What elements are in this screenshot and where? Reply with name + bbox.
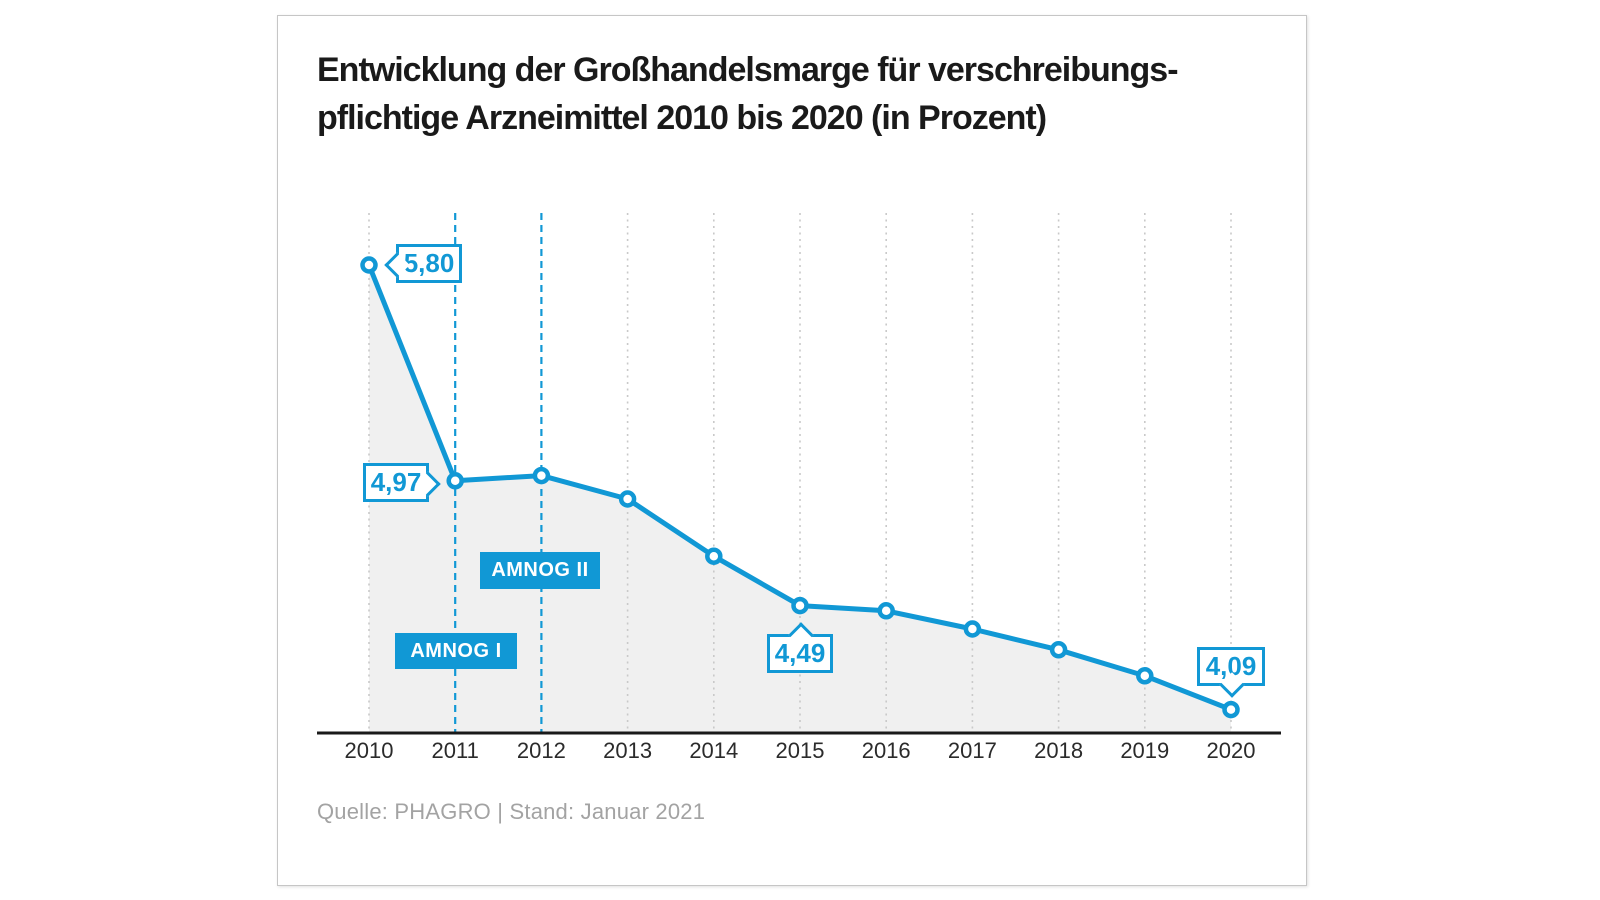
data-point-2017: [963, 620, 982, 638]
data-point-2018: [1049, 641, 1068, 659]
data-point-2012: [532, 466, 551, 485]
value-callout-2020-label: 4,09: [1205, 651, 1257, 681]
chart-card: Entwicklung der Großhandelsmarge für ver…: [277, 15, 1307, 886]
data-point-2019: [1136, 667, 1154, 685]
x-axis-label-2015: 2015: [776, 738, 825, 763]
x-axis-label-2016: 2016: [862, 738, 911, 763]
value-callout-2011-label: 4,97: [370, 467, 422, 497]
x-axis-label-2011: 2011: [432, 738, 479, 763]
x-axis-label-2012: 2012: [517, 738, 566, 763]
value-callout-2011: 4,97: [363, 463, 429, 502]
chart-title-line-1: Entwicklung der Großhandelsmarge für ver…: [317, 51, 1179, 89]
amnog-1-badge-label: AMNOG I: [410, 639, 502, 662]
x-axis-label-2013: 2013: [603, 738, 652, 763]
x-axis-label-2017: 2017: [948, 738, 997, 763]
chart-title: Entwicklung der Großhandelsmarge für ver…: [317, 46, 1277, 142]
value-callout-2010: 5,80: [396, 244, 462, 283]
data-point-2011: [446, 472, 464, 490]
x-axis-label-2010: 2010: [345, 738, 394, 763]
value-callout-2015-label: 4,49: [774, 638, 826, 668]
x-axis-labels: 2010 2011 2012 2013 2014 2015 2016 2017 2018 2019…: [345, 738, 1256, 763]
margin-line-chart: 2010 2011 2012 2013 2014 2015 2016 2017 2018 2019…: [317, 213, 1281, 763]
data-point-2020: [1222, 700, 1240, 719]
x-axis-label-2019: 2019: [1120, 738, 1169, 763]
amnog-1-badge: AMNOG I: [395, 633, 517, 669]
x-axis-label-2014: 2014: [689, 738, 738, 763]
data-point-2013: [618, 490, 637, 508]
amnog-2-badge-label: AMNOG II: [491, 559, 589, 581]
value-callout-2015: 4,49: [767, 634, 833, 673]
value-callout-2010-label: 5,80: [403, 248, 455, 278]
amnog-2-badge: AMNOG II: [480, 552, 600, 589]
source-note: Quelle: PHAGRO | Stand: Januar 2021: [317, 799, 706, 824]
x-axis-label-2020: 2020: [1207, 738, 1256, 763]
data-point-2015: [791, 596, 809, 615]
area-fill: [369, 265, 1231, 733]
data-point-2010: [360, 256, 378, 274]
value-callout-2020: 4,09: [1197, 647, 1265, 686]
data-points: [360, 256, 1240, 719]
x-axis-label-2018: 2018: [1034, 738, 1083, 763]
data-point-2016: [877, 602, 895, 620]
chart-title-line-2: pflichtige Arzneimittel 2010 bis 2020 (i…: [317, 99, 1047, 137]
data-point-2014: [705, 547, 723, 565]
